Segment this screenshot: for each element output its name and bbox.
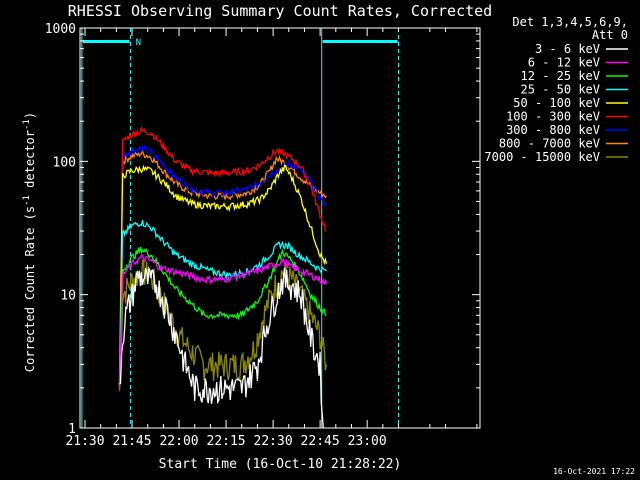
legend-label: 3 - 6 keV [535,42,600,56]
flag-bar [82,40,130,43]
legend-label: 100 - 300 keV [506,110,600,124]
legend-label: 50 - 100 keV [513,96,600,110]
y-tick-label: 100 [53,155,76,170]
legend-label: 12 - 25 keV [521,69,600,83]
x-tick-label: 21:45 [112,434,151,449]
legend-label: 300 - 800 keV [506,123,600,137]
legend-label: 25 - 50 keV [521,83,600,97]
legend-header-line: Det 1,3,4,5,6,9, [512,15,628,29]
legend-label: 7000 - 15000 keV [484,150,600,164]
series-line [118,246,327,389]
series-line [118,219,327,388]
y-axis-label-sup: -1 [22,119,32,130]
legend-header-line: Att 0 [592,28,628,42]
flag-bar [322,40,398,43]
y-tick-label: 1000 [45,22,76,37]
legend-header: Det 1,3,4,5,6,9, Att 0 [512,15,628,42]
flag-label: N [136,38,141,48]
y-axis-label-sup: -1 [22,195,32,206]
y-axis-label-part: ) [23,112,37,119]
series-line [118,125,327,386]
x-tick-label: 23:00 [348,434,387,449]
x-axis-label: Start Time (16-Oct-10 21:28:22) [159,457,402,472]
series-line [118,164,328,387]
series-line [118,144,327,386]
x-tick-label: 21:30 [65,434,104,449]
chart-title: RHESSI Observing Summary Count Rates, Co… [68,2,492,20]
x-tick-label: 22:15 [207,434,246,449]
y-axis-label-part: Corrected Count Rate (s [23,206,37,372]
x-tick-label: 22:30 [254,434,293,449]
y-axis-label: Corrected Count Rate (s-1 detector-1) [22,112,37,372]
legend-label: 800 - 7000 keV [499,137,600,151]
y-axis-label-part: detector [23,130,37,195]
plot-frame [79,27,481,429]
series-line [118,254,328,392]
series-line [118,259,328,389]
legend-label: 6 - 12 keV [528,56,600,70]
x-tick-label: 22:45 [301,434,340,449]
y-tick-label: 1 [68,422,76,437]
x-tick-label: 22:00 [159,434,198,449]
series-line [119,266,324,429]
timestamp: 16-Oct-2021 17:22 [553,467,635,476]
y-tick-label: 10 [60,289,76,304]
